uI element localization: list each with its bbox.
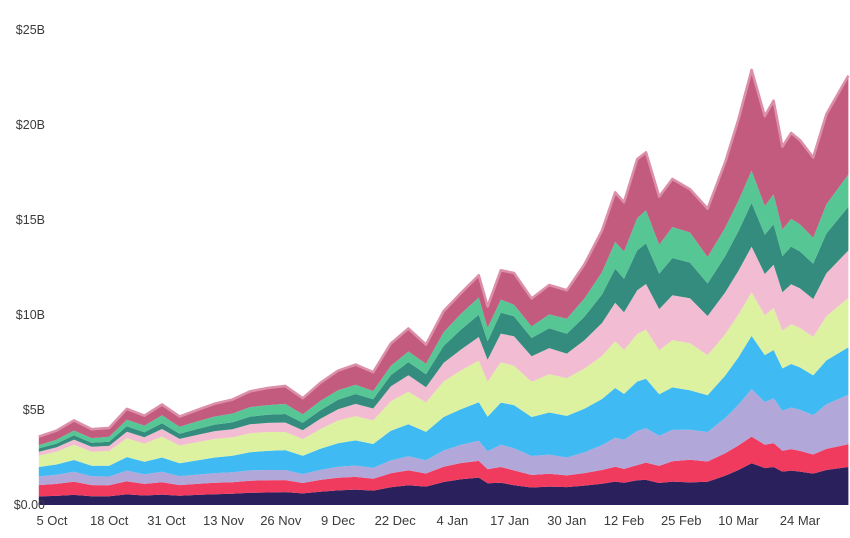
x-axis-tick-label: 22 Dec [375, 513, 417, 528]
x-axis-tick-label: 25 Feb [661, 513, 701, 528]
y-axis-tick-label: $20B [16, 118, 45, 132]
y-axis-tick-label: $0.00 [14, 498, 45, 512]
x-axis-tick-label: 12 Feb [604, 513, 644, 528]
area-series-rose [38, 69, 849, 446]
x-axis-tick-label: 30 Jan [547, 513, 586, 528]
x-axis-tick-label: 10 Mar [718, 513, 759, 528]
area-series-seafoam [38, 170, 849, 449]
area-series-sky-blue [38, 335, 849, 477]
x-axis-tick-label: 9 Dec [321, 513, 355, 528]
area-series-lavender [38, 389, 849, 486]
y-axis-tick-label: $25B [16, 23, 45, 37]
x-axis-tick-label: 13 Nov [203, 513, 245, 528]
y-axis-tick-label: $10B [16, 308, 45, 322]
area-series-crimson [38, 436, 849, 497]
x-axis-tick-label: 5 Oct [36, 513, 67, 528]
x-axis-tick-label: 4 Jan [436, 513, 468, 528]
x-axis-tick-label: 18 Oct [90, 513, 129, 528]
y-axis-tick-label: $15B [16, 213, 45, 227]
area-series-teal [38, 202, 849, 452]
y-axis-tick-label: $5B [23, 403, 45, 417]
stack-top-edge-highlight [38, 68, 850, 438]
x-axis-tick-label: 24 Mar [780, 513, 821, 528]
area-series-dark-navy [38, 463, 849, 505]
area-series-light-pink [38, 246, 849, 456]
area-series-pale-lime [38, 292, 849, 467]
x-axis-tick-label: 26 Nov [260, 513, 302, 528]
x-axis-tick-label: 31 Oct [147, 513, 186, 528]
x-axis-tick-label: 17 Jan [490, 513, 529, 528]
